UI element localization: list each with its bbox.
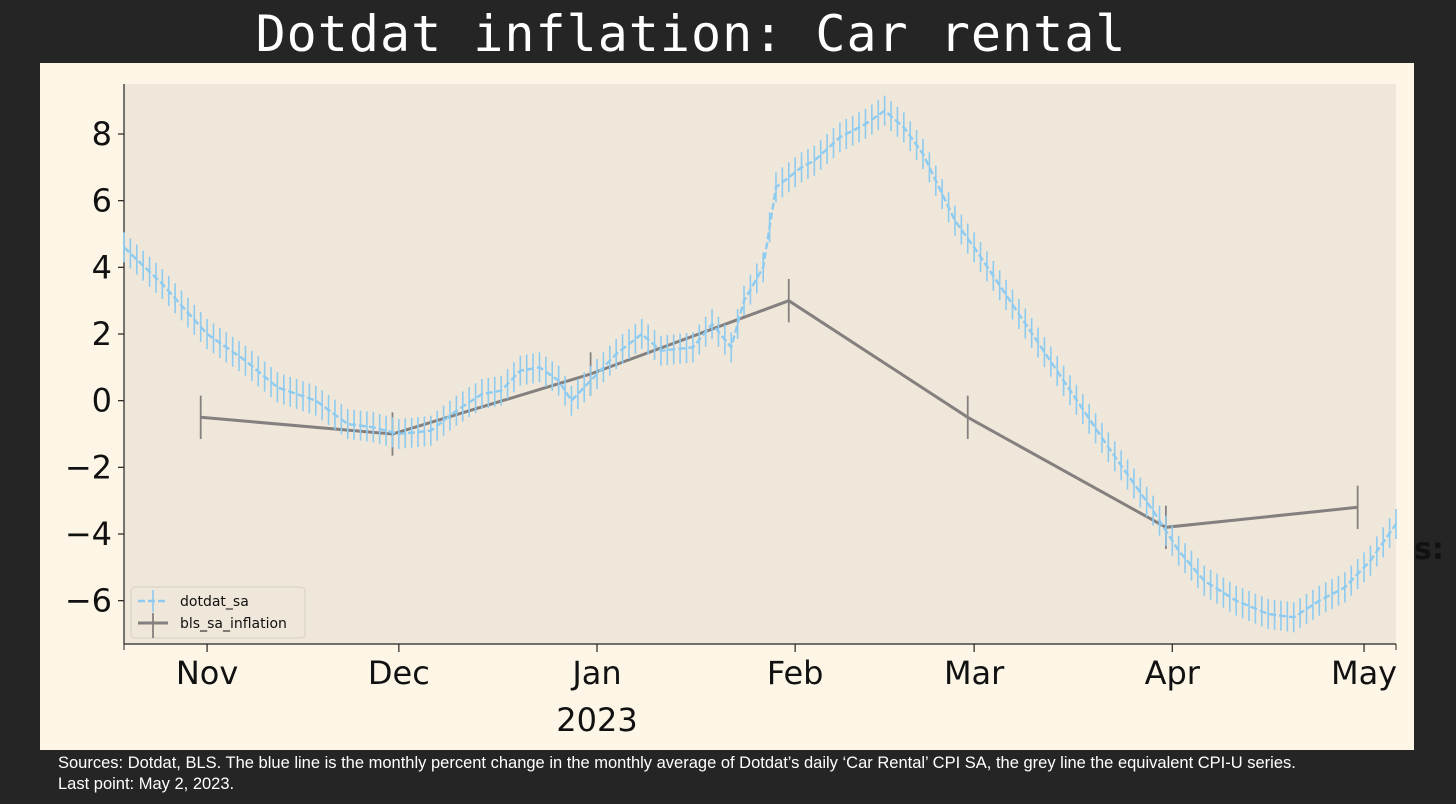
x-tick-label: Feb: [767, 654, 824, 692]
x-tick-label: Nov: [176, 654, 238, 692]
page-title: Dotdat inflation: Car rental: [255, 5, 1127, 63]
y-tick-label: −4: [65, 515, 112, 553]
x-tick-label: Dec: [368, 654, 430, 692]
legend: dotdat_sa bls_sa_inflation: [130, 586, 306, 639]
clipped-background-text: s: -: [1414, 532, 1456, 567]
y-tick-label: 6: [92, 182, 112, 220]
x-tick-label: May: [1331, 654, 1397, 692]
y-tick-label: 4: [92, 248, 112, 286]
x-tick-year-label: 2023: [556, 701, 637, 739]
plot-area: [124, 84, 1396, 644]
y-tick-label: 0: [92, 382, 112, 420]
chart-panel: 8 6 4 2 0 −2 −4 −6 Nov Dec Jan 2023 Feb Mar Apr May dot…: [40, 63, 1414, 750]
x-tick-label: Apr: [1145, 654, 1201, 692]
source-footnote: Sources: Dotdat, BLS. The blue line is t…: [58, 754, 1296, 793]
x-tick-label: Jan: [570, 654, 621, 692]
axes: 8 6 4 2 0 −2 −4 −6 Nov Dec Jan 2023 Feb Mar Apr May: [65, 84, 1397, 739]
legend-label-bls-sa-inflation: bls_sa_inflation: [180, 616, 287, 632]
y-tick-label: −6: [65, 582, 112, 620]
inflation-chart: 8 6 4 2 0 −2 −4 −6 Nov Dec Jan 2023 Feb Mar Apr May dot…: [65, 84, 1397, 739]
legend-label-dotdat-sa: dotdat_sa: [180, 594, 249, 610]
y-tick-label: 2: [92, 315, 112, 353]
y-tick-label: −2: [65, 448, 112, 486]
x-tick-label: Mar: [944, 654, 1005, 692]
legend-box: [130, 586, 306, 639]
dotdat-sa-line: [123, 109, 1397, 619]
series-dotdat-sa: [123, 95, 1397, 633]
y-tick-label: 8: [92, 115, 112, 153]
